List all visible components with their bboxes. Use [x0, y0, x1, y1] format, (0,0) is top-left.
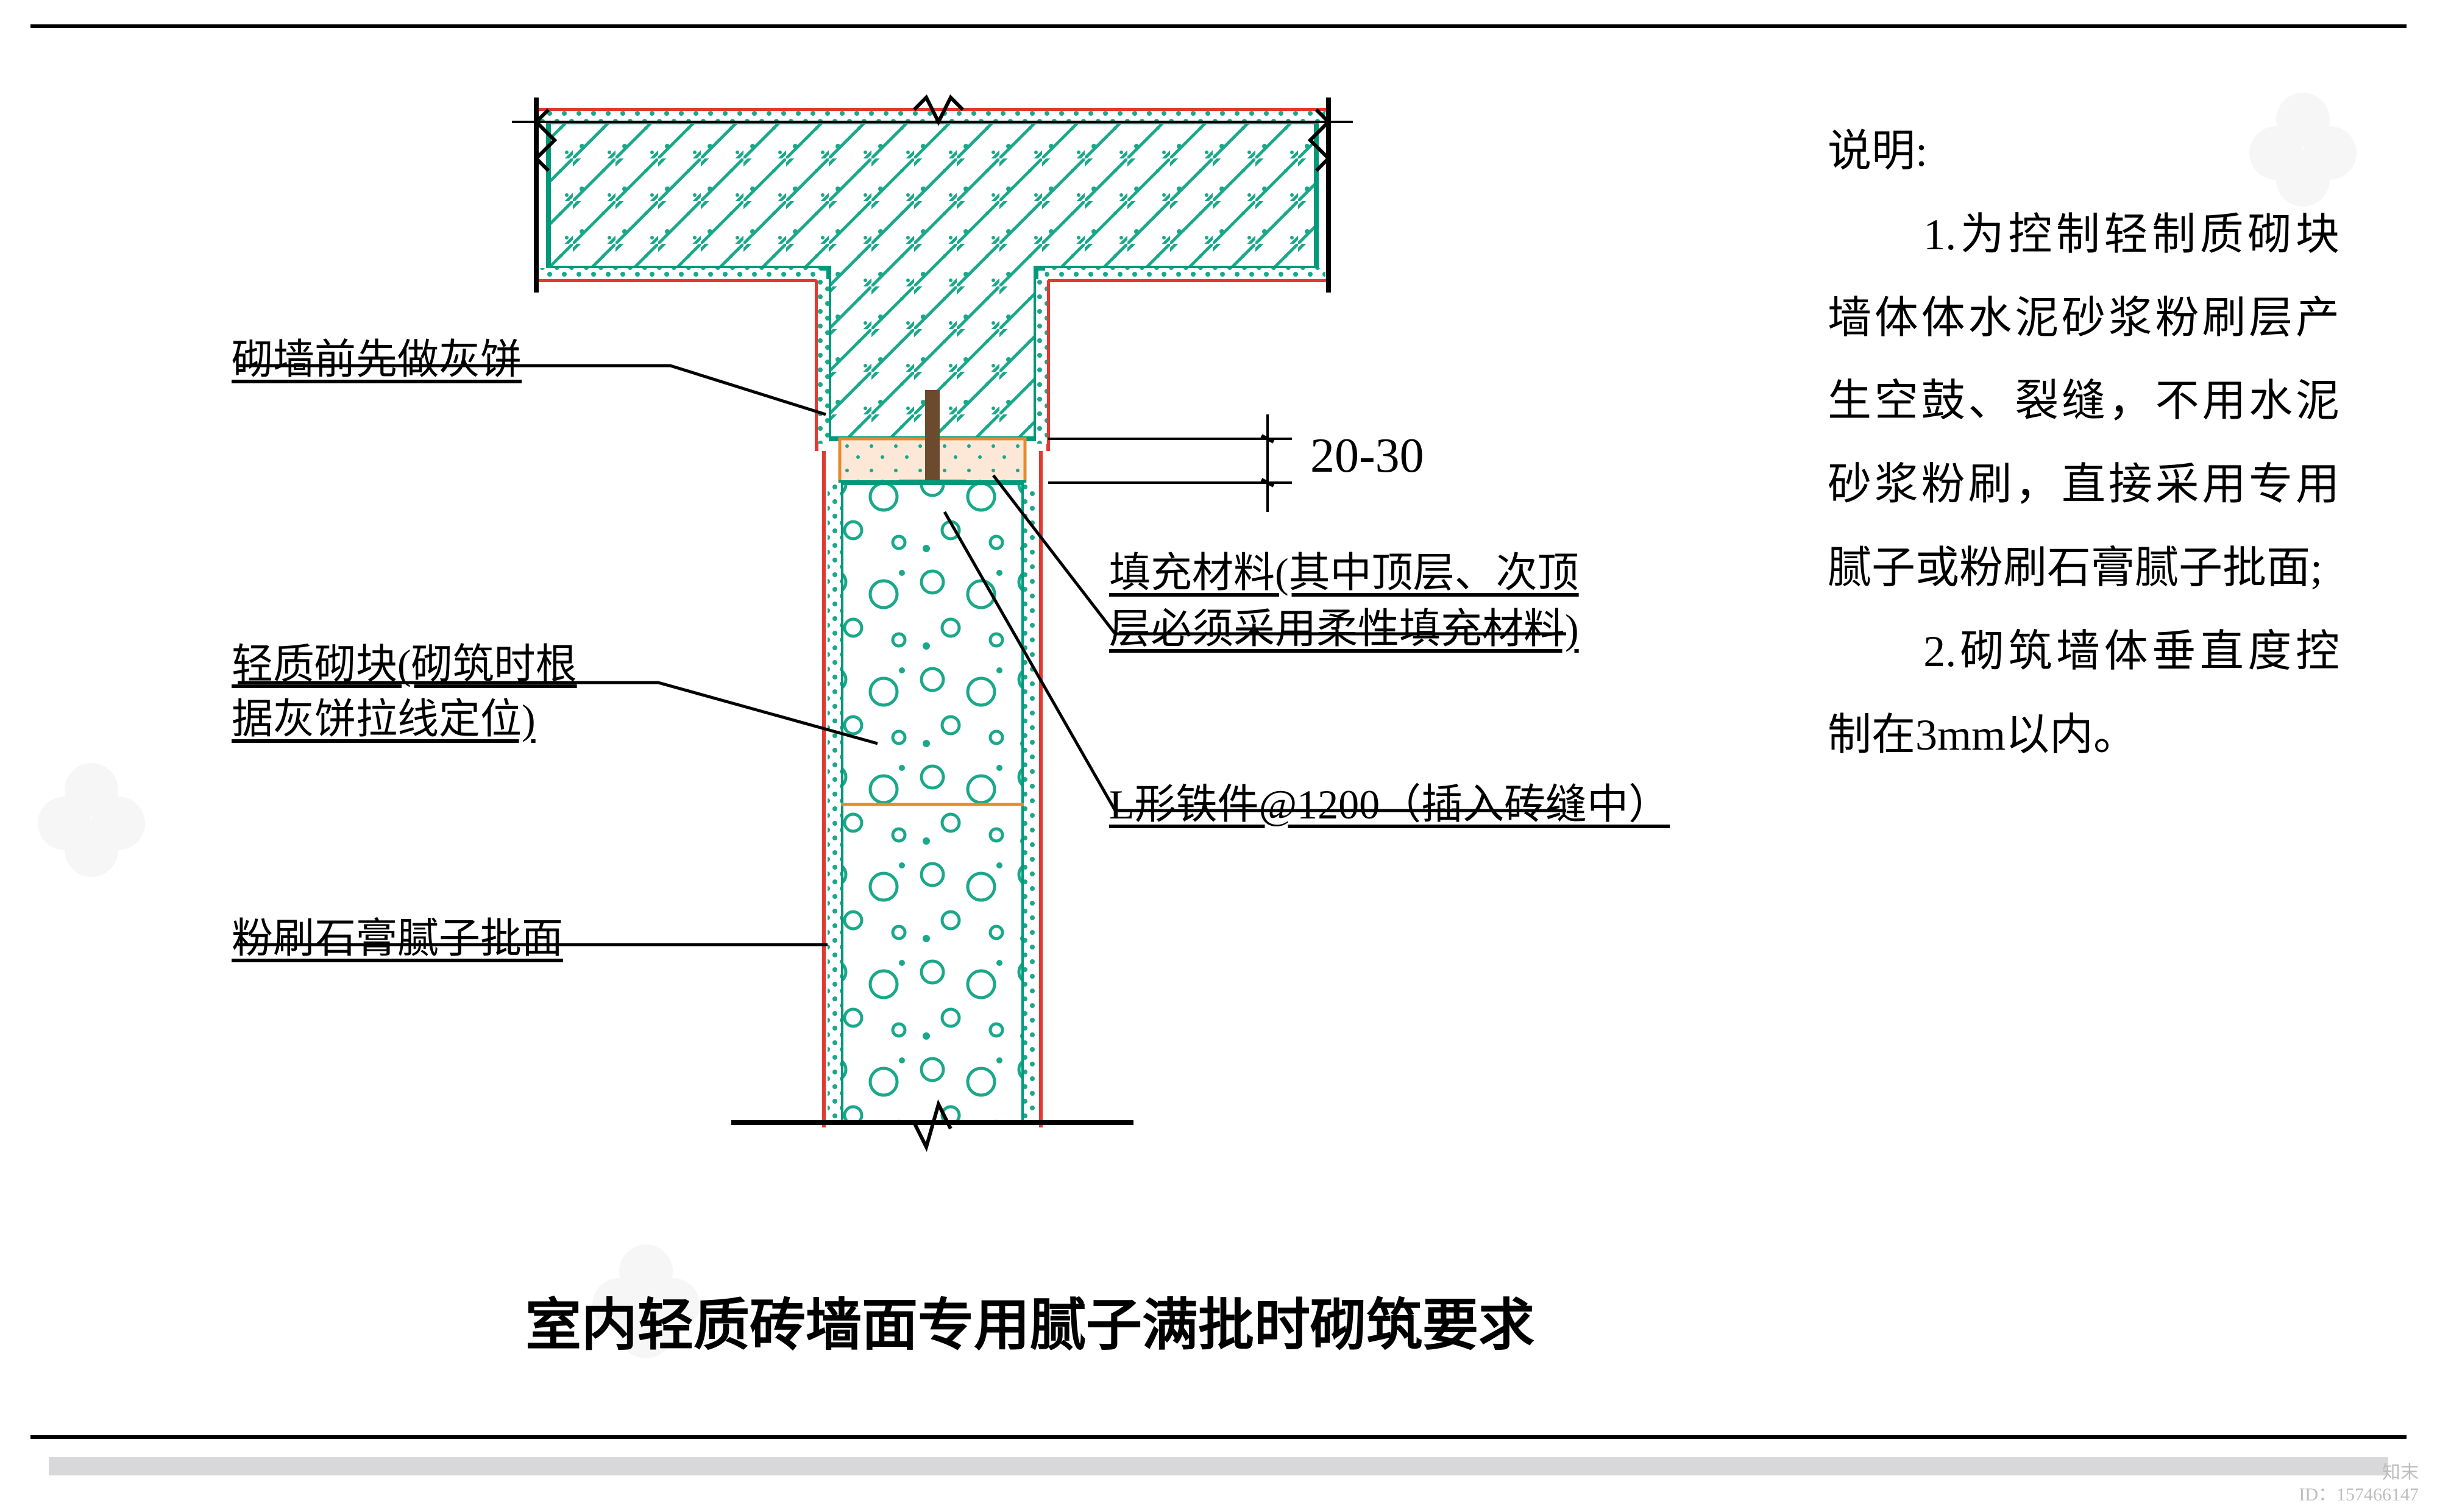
wall-skin-left: [828, 483, 841, 1123]
watermark-flower-icon: [24, 750, 158, 884]
notes-block: 说明: 1.为控制轻制质砌块墙体体水泥砂浆粉刷层产生空鼓、裂缝，不用水泥砂浆粉刷…: [1828, 110, 2339, 776]
label-right2: L形铁件@1200（插入砖缝中）: [1109, 780, 1670, 830]
page: 砌墙前先做灰饼 轻质砌块(砌筑时根 据灰饼拉线定位) 粉刷石膏腻子批面 20-3…: [0, 0, 2437, 1512]
label-dimension: 20-30: [1310, 427, 1424, 485]
skin-stem-r: [1036, 279, 1047, 444]
skin-l: [539, 268, 820, 279]
wall-skin-right: [1024, 483, 1037, 1123]
label-right1-line1: 填充材料(其中顶层、次顶: [1109, 548, 1579, 598]
top-rule: [30, 24, 2407, 28]
notes-p2: 2.砌筑墙体垂直度控制在3mm以内。: [1828, 610, 2339, 777]
label-left2-line1: 轻质砌块(砌筑时根: [232, 640, 577, 690]
light-block-wall: [841, 483, 1024, 1123]
skin-stem-l: [818, 279, 829, 444]
watermark-corner: 知末 ID：157466147: [2299, 1462, 2419, 1506]
label-left3: 粉刷石膏腻子批面: [232, 914, 563, 964]
label-left1: 砌墙前先做灰饼: [232, 335, 522, 385]
label-right1-line2: 层必须采用柔性填充材料): [1109, 605, 1579, 655]
section-diagram: 砌墙前先做灰饼 轻质砌块(砌筑时根 据灰饼拉线定位) 粉刷石膏腻子批面 20-3…: [232, 73, 1572, 1262]
label-left2-line2: 据灰饼拉线定位): [232, 695, 536, 745]
diagram-title: 室内轻质砖墙面专用腻子满批时砌筑要求: [390, 1280, 1670, 1361]
watermark-id: ID：157466147: [2299, 1484, 2419, 1506]
skin-r: [1045, 268, 1325, 279]
bottom-bar: [49, 1457, 2388, 1475]
watermark-brand: 知末: [2299, 1462, 2419, 1484]
notes-p1: 1.为控制轻制质砌块墙体体水泥砂浆粉刷层产生空鼓、裂缝，不用水泥砂浆粉刷，直接采…: [1828, 193, 2339, 610]
notes-heading: 说明:: [1828, 110, 2339, 193]
bottom-rule: [30, 1435, 2407, 1439]
